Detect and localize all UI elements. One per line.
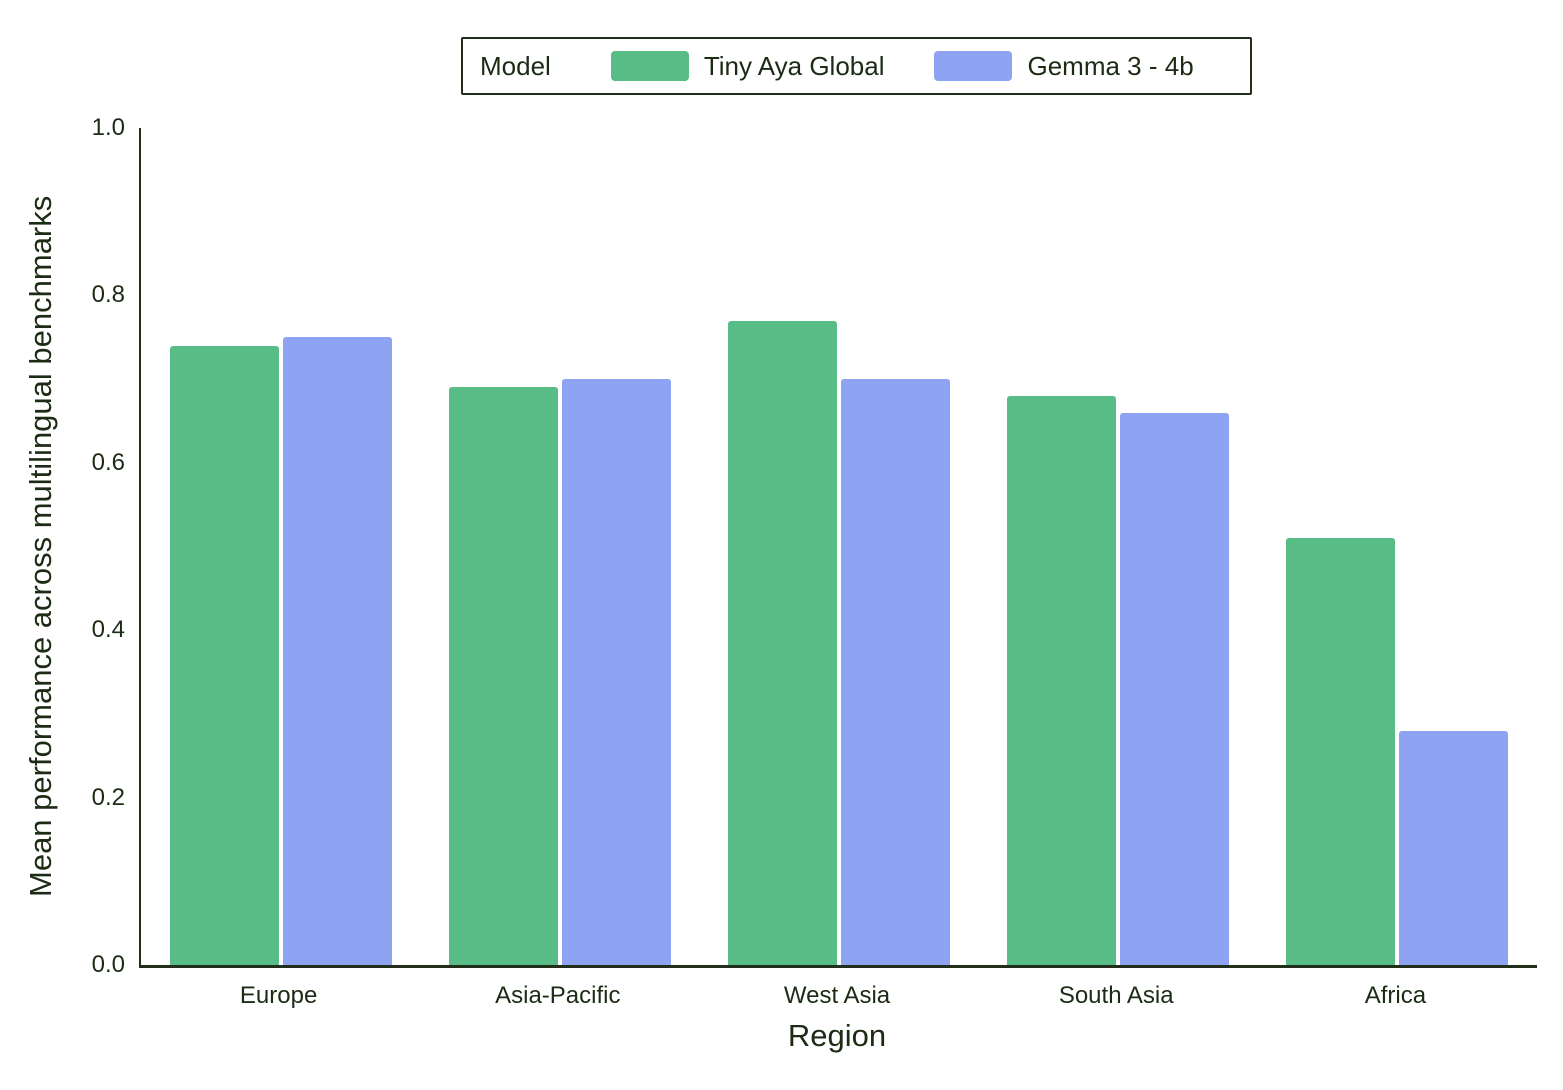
bar-gemma-3-4b-asia-pacific bbox=[561, 379, 671, 965]
y-tick-label-0.2: 0.2 bbox=[91, 783, 125, 811]
x-axis-title: Region bbox=[787, 1018, 887, 1053]
y-axis-title: Mean performance across multilingual ben… bbox=[23, 195, 58, 898]
legend-item-tiny-aya-global: Tiny Aya Global bbox=[610, 50, 885, 82]
plot-area: 0.0 0.2 0.4 0.6 0.8 1.0 bbox=[92, 115, 1537, 978]
x-tick-labels: Europe Asia-Pacific West Asia South Asia Afr… bbox=[139, 982, 1535, 1010]
bar-group-africa bbox=[1258, 128, 1537, 965]
legend-label-tiny-aya-global: Tiny Aya Global bbox=[703, 50, 885, 81]
y-tick-label-0.8: 0.8 bbox=[91, 281, 125, 309]
legend-swatch-gemma-3-4b bbox=[934, 51, 1013, 81]
bar-tiny-aya-global-west-asia bbox=[728, 320, 837, 965]
legend-items: Tiny Aya Global Gemma 3 - 4b bbox=[610, 50, 1244, 82]
legend-label-gemma-3-4b: Gemma 3 - 4b bbox=[1027, 50, 1194, 81]
y-tick-label-0.6: 0.6 bbox=[91, 448, 125, 476]
bar-gemma-3-4b-west-asia bbox=[841, 379, 950, 965]
legend-item-gemma-3-4b: Gemma 3 - 4b bbox=[934, 50, 1194, 82]
bars bbox=[141, 128, 1537, 965]
bar-tiny-aya-global-asia-pacific bbox=[448, 387, 558, 965]
bar-group-asia-pacific bbox=[420, 128, 699, 965]
x-tick-label-europe: Europe bbox=[239, 982, 318, 1009]
y-tick-label-1.0: 1.0 bbox=[91, 114, 125, 141]
bar-group-europe bbox=[141, 128, 420, 965]
bar-gemma-3-4b-europe bbox=[282, 337, 392, 965]
bar-gemma-3-4b-south-asia bbox=[1120, 412, 1230, 965]
bar-gemma-3-4b-africa bbox=[1399, 730, 1509, 965]
bar-group-south-asia bbox=[979, 128, 1258, 965]
legend: Model Tiny Aya Global Gemma 3 - 4b bbox=[461, 37, 1252, 95]
y-tick-label-0.4: 0.4 bbox=[91, 616, 125, 644]
bar-tiny-aya-global-africa bbox=[1286, 538, 1396, 965]
legend-swatch-tiny-aya-global bbox=[610, 51, 689, 81]
bar-tiny-aya-global-europe bbox=[169, 345, 279, 965]
x-tick-label-africa: Africa bbox=[1364, 982, 1427, 1009]
x-tick-label-west-asia: West Asia bbox=[783, 982, 891, 1009]
bar-group-west-asia bbox=[699, 128, 978, 965]
x-tick-label-asia-pacific: Asia-Pacific bbox=[495, 982, 621, 1009]
x-tick-label-south-asia: South Asia bbox=[1058, 982, 1174, 1009]
bar-tiny-aya-global-south-asia bbox=[1007, 395, 1117, 965]
y-tick-label-0.0: 0.0 bbox=[91, 951, 125, 978]
legend-title: Model bbox=[480, 50, 551, 81]
